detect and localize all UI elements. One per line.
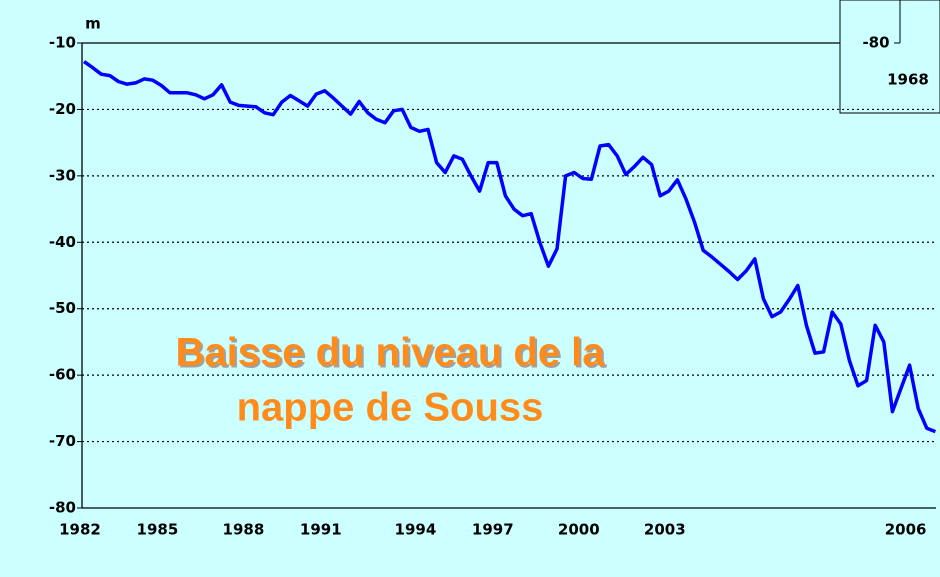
y-tick-label: -60 [49, 366, 76, 384]
data-line [82, 60, 937, 434]
x-tick-label: 2006 [885, 521, 927, 539]
annotation: nappe de Souss [237, 386, 544, 430]
y-tick-label: -30 [49, 166, 76, 184]
x-tick-label: 2003 [644, 521, 686, 539]
x-tick-label: 1991 [300, 521, 342, 539]
x-tick-label: 1988 [223, 521, 265, 539]
x-tick-label: 1982 [59, 521, 101, 539]
y-tick-label: -50 [49, 299, 76, 317]
y-tick-label: -80 [49, 499, 76, 517]
annotation: Baisse du niveau de la [175, 331, 605, 375]
inset-label: 1968 [887, 71, 929, 89]
y-unit-label: m [85, 15, 101, 33]
x-tick-label: 1994 [395, 521, 437, 539]
x-tick-label: 2000 [558, 521, 600, 539]
inset-box [839, 0, 940, 114]
y-tick-label: -20 [49, 100, 76, 118]
y-tick-label: -40 [49, 233, 76, 251]
y-tick-label: -10 [49, 34, 76, 52]
x-tick-label: 1985 [137, 521, 179, 539]
inset-label: -80 [862, 34, 889, 52]
y-tick-label: -70 [49, 432, 76, 450]
annotation-shadow: Baisse du niveau de la [177, 333, 607, 377]
x-tick-label: 1997 [472, 521, 514, 539]
